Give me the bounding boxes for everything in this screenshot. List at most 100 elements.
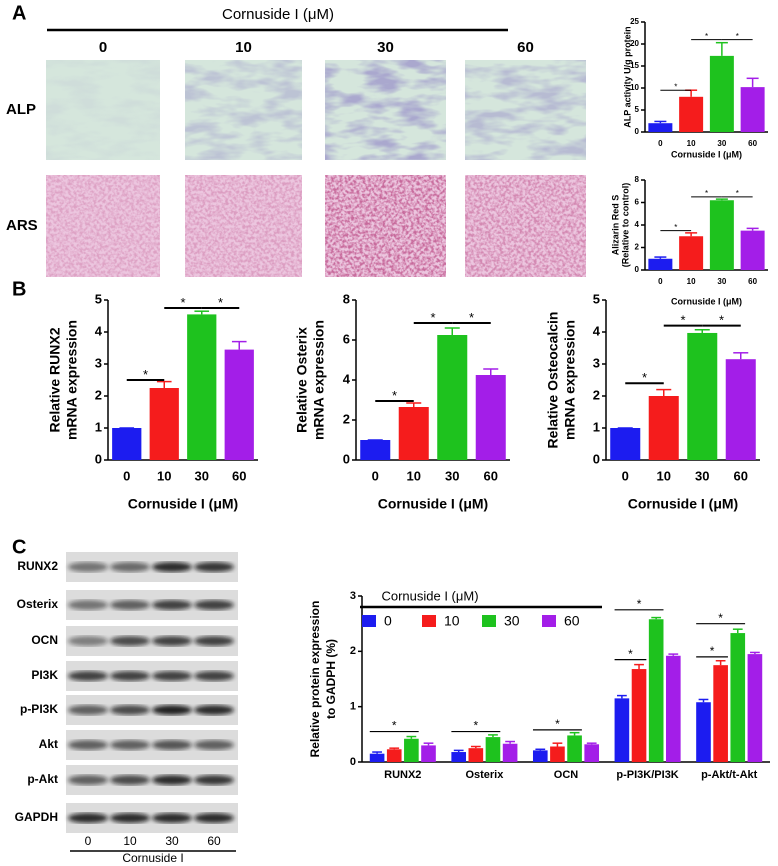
x-tick-label: 10 — [687, 139, 696, 148]
blot-band — [68, 740, 108, 750]
x-tick-label: 60 — [232, 468, 246, 483]
blot-band — [194, 562, 234, 572]
blot-band — [194, 600, 234, 610]
significance-label: * — [718, 611, 723, 625]
blot-label: GAPDH — [15, 810, 58, 824]
significance-label: * — [705, 32, 708, 41]
bar — [475, 375, 506, 460]
image-header: Cornuside I (μM) — [222, 6, 334, 23]
row-label: ALP — [6, 101, 36, 118]
y-tick-label: 3 — [593, 355, 600, 370]
stain — [185, 175, 302, 277]
significance-label: * — [430, 310, 435, 325]
y-axis-title: Relative Osterix — [294, 327, 310, 433]
y-axis-title: mRNA expression — [64, 320, 80, 440]
bar — [584, 744, 600, 762]
y-tick-label: 3 — [350, 590, 356, 602]
y-tick-label: 2 — [593, 387, 600, 402]
significance-label: * — [710, 644, 715, 658]
x-tick-label: 0 — [622, 468, 629, 483]
column-label: 0 — [99, 39, 107, 56]
significance-label: * — [642, 370, 647, 385]
blot-band — [152, 813, 192, 823]
y-tick-label: 2 — [95, 387, 102, 402]
stain — [325, 175, 446, 277]
legend-label: 60 — [564, 613, 580, 629]
blot-band — [152, 562, 192, 572]
x-tick-label: p-PI3K/PI3K — [616, 769, 678, 781]
x-tick-label: RUNX2 — [384, 769, 421, 781]
blot-label: Osterix — [17, 597, 59, 611]
y-tick-label: 10 — [630, 83, 639, 92]
x-tick-label: 0 — [372, 468, 379, 483]
y-tick-label: 4 — [343, 371, 351, 386]
bar — [112, 428, 142, 460]
legend-label: 10 — [444, 613, 460, 629]
lane-label: 0 — [85, 834, 92, 848]
stain — [325, 60, 446, 160]
legend-label: 30 — [504, 613, 520, 629]
stain — [46, 60, 160, 160]
x-tick-label: 10 — [687, 277, 696, 286]
blot-band — [68, 600, 108, 610]
blot-caption: Cornuside I — [122, 851, 183, 865]
bar — [631, 669, 647, 762]
y-tick-label: 6 — [635, 198, 640, 207]
y-tick-label: 5 — [593, 291, 600, 306]
blot-label: p-PI3K — [20, 702, 58, 716]
bar — [679, 96, 704, 132]
significance-label: * — [719, 312, 724, 327]
significance-label: * — [218, 295, 223, 310]
x-tick-label: 30 — [717, 277, 726, 286]
blot-band — [194, 813, 234, 823]
y-tick-label: 2 — [635, 243, 640, 252]
legend-title: Cornuside I (μM) — [381, 588, 478, 603]
bar — [360, 440, 391, 460]
bar — [696, 702, 711, 762]
blot-band — [68, 636, 108, 646]
bar — [187, 314, 217, 460]
bar — [709, 200, 734, 270]
x-tick-label: 60 — [748, 277, 757, 286]
bar — [730, 633, 746, 762]
y-tick-label: 0 — [95, 451, 102, 466]
x-tick-label: 60 — [734, 468, 748, 483]
significance-label: * — [555, 717, 560, 731]
significance-label: * — [680, 312, 685, 327]
column-label: 30 — [377, 39, 394, 56]
x-tick-label: Osterix — [465, 769, 504, 781]
legend-swatch — [362, 615, 376, 627]
x-tick-label: 10 — [407, 468, 421, 483]
significance-label: * — [143, 367, 148, 382]
y-tick-label: 2 — [343, 411, 350, 426]
significance-label: * — [392, 388, 397, 403]
x-tick-label: 0 — [123, 468, 130, 483]
x-tick-label: OCN — [554, 769, 579, 781]
panel-label: C — [12, 536, 26, 558]
bar — [386, 749, 402, 762]
blot-band — [68, 813, 108, 823]
blot-label: RUNX2 — [17, 559, 58, 573]
bar — [502, 743, 518, 762]
y-axis-title: Relative protein expression — [308, 601, 322, 758]
y-tick-label: 1 — [593, 419, 600, 434]
panel-label: A — [12, 2, 26, 24]
y-tick-label: 0 — [635, 265, 640, 274]
significance-label: * — [674, 83, 677, 92]
x-tick-label: 30 — [445, 468, 459, 483]
blot-band — [110, 813, 150, 823]
blot-band — [194, 671, 234, 681]
blot-band — [68, 671, 108, 681]
bar — [740, 230, 765, 270]
blot-band — [152, 671, 192, 681]
stain — [46, 175, 160, 277]
blot-band — [152, 705, 192, 715]
y-axis-title: Alizarin Red S — [610, 195, 620, 256]
significance-label: * — [736, 189, 739, 198]
bar — [550, 746, 565, 762]
legend-swatch — [422, 615, 436, 627]
blot-band — [194, 636, 234, 646]
bar — [532, 750, 548, 762]
x-axis-title: Cornuside I (μM) — [378, 496, 488, 512]
bar — [648, 619, 664, 762]
